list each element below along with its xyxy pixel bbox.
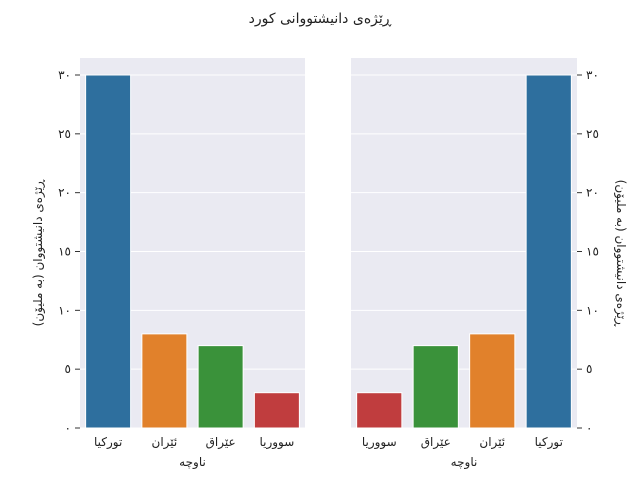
bar-1 [356, 392, 403, 429]
bar-2 [412, 345, 459, 429]
y-tick-label: ١٠ [58, 303, 71, 317]
y-tick-label: ٠ [586, 421, 592, 435]
y-tick-label: ٢٠ [586, 186, 599, 200]
y-tick-label: ٢٥ [586, 127, 599, 141]
x-tick-label: تورکیا [94, 435, 122, 450]
y-tick-label: ٥ [65, 362, 71, 376]
bar-2 [141, 333, 188, 429]
x-axis-label: ناوچە [179, 455, 206, 470]
y-tick-label: ٢٠ [58, 186, 71, 200]
y-tick-label: ٣٠ [586, 68, 599, 82]
y-tick-label: ١٠ [586, 303, 599, 317]
y-tick-label: ٣٠ [58, 68, 71, 82]
bar-3 [197, 345, 244, 429]
x-tick-label: ئێران [152, 435, 178, 450]
bar-4 [525, 74, 572, 429]
chart-title: ڕێژەی دانیشتووانی کورد [249, 11, 392, 27]
x-tick-label: تورکیا [535, 435, 563, 450]
y-axis-label: ڕێژەی دانیشتووان (بە ملیۆن) [613, 180, 628, 327]
x-axis-label: ناوچە [451, 455, 478, 470]
panel-right: سووریا عێراق ئێران تورکیا ٠ ٥ ١٠ ١٥ ٢٠ ٢٥ ٣٠ ناوچە ڕ… [351, 58, 628, 470]
y-tick-label: ٥ [586, 362, 592, 376]
x-tick-label: عێراق [421, 435, 451, 450]
y-tick-label: ١٥ [58, 245, 71, 259]
x-tick-label: ئێران [479, 435, 505, 450]
y-tick-label: ٠ [65, 421, 71, 435]
bar-4 [253, 392, 300, 429]
y-axis-label: ڕێژەی دانیشتووان (بە ملیۆن) [31, 179, 46, 326]
x-tick-label: عێراق [206, 435, 236, 450]
bar-3 [469, 333, 516, 429]
bar-1 [85, 74, 132, 429]
y-tick-label: ١٥ [586, 245, 599, 259]
x-tick-label: سووریا [362, 435, 397, 450]
panel-left: تورکیا ئێران عێراق سووریا ٠ ٥ ١٠ ١٥ ٢٠ ٢٥ ٣٠ ناوچە ڕ… [31, 58, 305, 470]
y-tick-label: ٢٥ [58, 127, 71, 141]
x-tick-label: سووریا [259, 435, 294, 450]
